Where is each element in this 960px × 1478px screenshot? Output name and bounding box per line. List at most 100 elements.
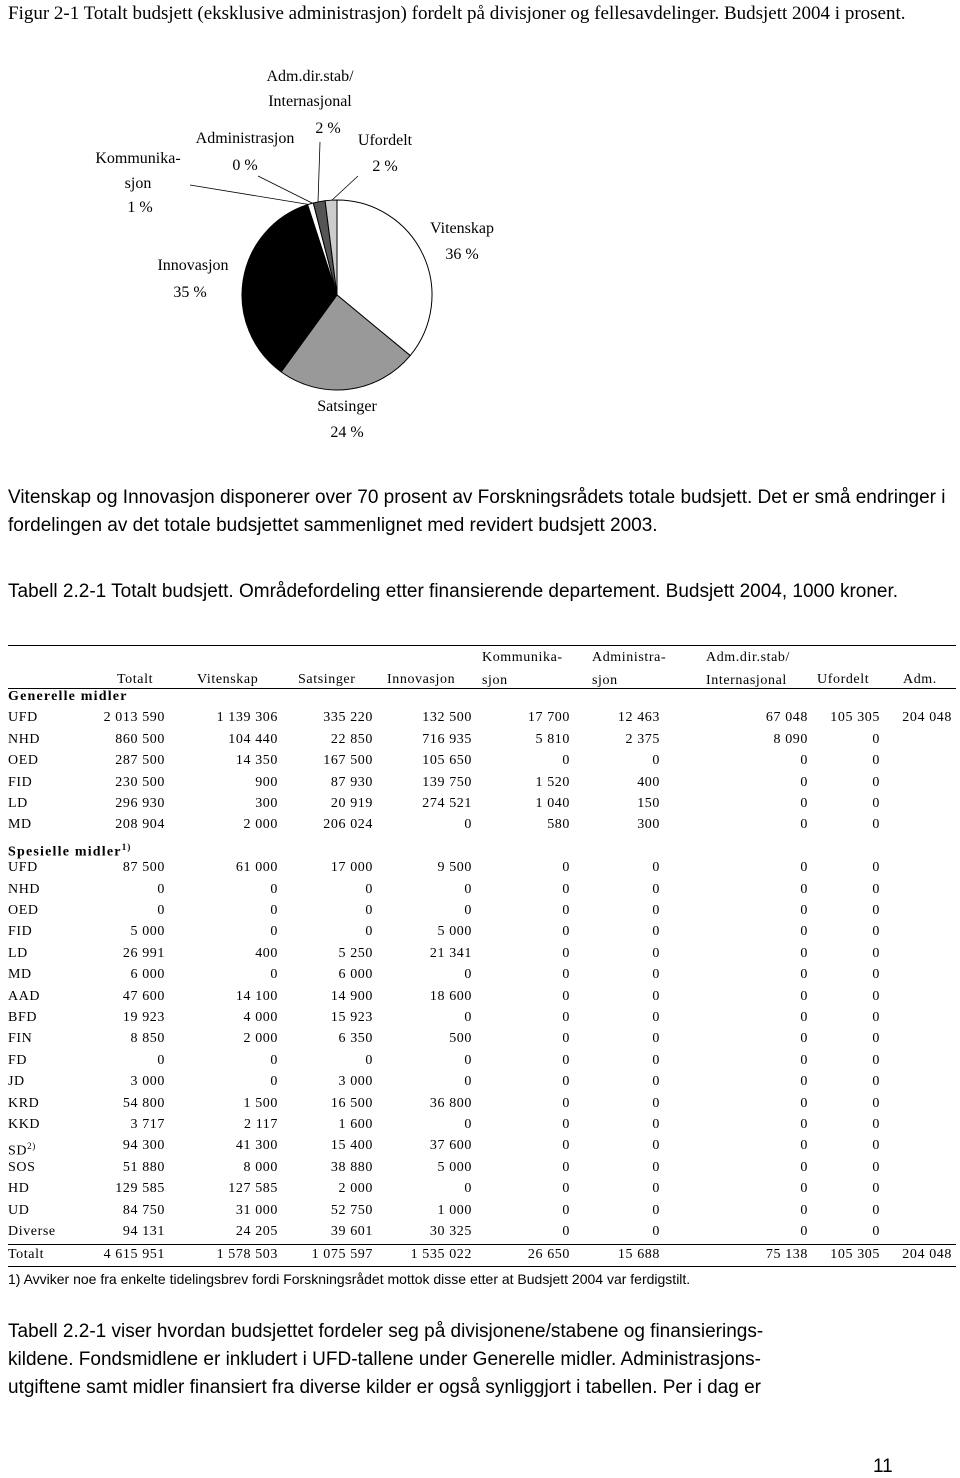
cell: 0 (872, 1010, 880, 1025)
cell: 0 (872, 881, 880, 897)
cell: 47 600 (122, 988, 165, 1004)
cell: 300 (255, 796, 278, 811)
cell: 0 (872, 1052, 880, 1068)
row-label: BFD (8, 1010, 38, 1025)
cell: 0 (270, 881, 278, 897)
row-label: Totalt (8, 1247, 45, 1262)
cell: 1 520 (535, 774, 570, 790)
cell: 1 139 306 (216, 710, 278, 726)
cell: 26 650 (527, 1247, 570, 1262)
cell: 127 585 (228, 1181, 278, 1197)
cell: 36 800 (429, 1095, 472, 1111)
cell: 0 (562, 1181, 570, 1197)
cell: 5 000 (437, 1159, 472, 1175)
note-mark: 2) (27, 1141, 36, 1152)
cell: 8 000 (243, 1159, 278, 1175)
cell: 0 (800, 1138, 808, 1154)
cell: 0 (652, 1117, 660, 1132)
cell: 3 717 (130, 1117, 165, 1132)
cell: 0 (270, 1052, 278, 1068)
cell: 0 (652, 1138, 660, 1154)
cell: 300 (637, 817, 660, 833)
cell: 132 500 (422, 710, 472, 726)
cell: 0 (872, 945, 880, 961)
cell: 15 400 (330, 1138, 373, 1154)
cell: 0 (800, 1095, 808, 1111)
cell: 0 (270, 1074, 278, 1090)
cell: 0 (562, 1010, 570, 1025)
cell: 15 923 (330, 1010, 373, 1025)
cell: 0 (652, 1095, 660, 1111)
cell: 208 904 (115, 817, 165, 833)
cell: 0 (270, 903, 278, 918)
cell: 0 (464, 1010, 472, 1025)
cell: 0 (800, 817, 808, 833)
cell: 0 (562, 1202, 570, 1218)
pie-label: Vitenskap (430, 220, 494, 237)
cell: 41 300 (235, 1138, 278, 1154)
cell: 6 000 (130, 967, 165, 983)
cell: 0 (270, 967, 278, 983)
cell: 0 (872, 1224, 880, 1239)
cell: 5 000 (130, 924, 165, 940)
cell: 105 305 (830, 710, 880, 726)
cell: 0 (562, 881, 570, 897)
cell: 87 930 (330, 774, 373, 790)
cell: 31 000 (235, 1202, 278, 1218)
cell: 0 (800, 1117, 808, 1132)
cell: 6 350 (338, 1031, 373, 1047)
cell: 15 688 (617, 1247, 660, 1262)
section-title: Generelle midler (8, 689, 128, 704)
cell: 0 (464, 1181, 472, 1197)
cell: 5 810 (535, 731, 570, 747)
cell: 1 500 (243, 1095, 278, 1111)
pie-value-label: 36 % (445, 246, 479, 263)
cell: 0 (562, 1074, 570, 1090)
cell: 0 (652, 1202, 660, 1218)
cell: 0 (872, 967, 880, 983)
cell: 5 250 (338, 945, 373, 961)
cell: 105 650 (422, 753, 472, 769)
cell: 37 600 (429, 1138, 472, 1154)
pie-slice (324, 199, 338, 296)
cell: 0 (652, 945, 660, 961)
cell: 8 090 (773, 731, 808, 747)
cell: 0 (872, 817, 880, 833)
pie-label: Kommunika- sjon (95, 150, 181, 192)
cell: 0 (562, 1052, 570, 1068)
cell: 2 000 (243, 1031, 278, 1047)
cell: 0 (652, 1159, 660, 1175)
cell: 19 923 (122, 1010, 165, 1025)
cell: 1 600 (338, 1117, 373, 1132)
cell: 0 (872, 1117, 880, 1132)
cell: 0 (464, 1117, 472, 1132)
cell: 16 500 (330, 1095, 373, 1111)
row-label: FID (8, 924, 33, 940)
cell: 0 (800, 1159, 808, 1175)
cell: 0 (652, 967, 660, 983)
cell: 0 (652, 753, 660, 769)
cell: 230 500 (115, 774, 165, 790)
column-header: Vitenskap (197, 672, 259, 687)
column-header: Innovasjon (387, 672, 456, 687)
cell: 287 500 (115, 753, 165, 769)
cell: 167 500 (323, 753, 373, 769)
cell: 0 (562, 860, 570, 876)
pie-label: Administrasjon (195, 130, 295, 147)
cell: 400 (255, 945, 278, 961)
cell: 0 (365, 881, 373, 897)
cell: 20 919 (330, 796, 373, 811)
cell: 0 (872, 731, 880, 747)
cell: 0 (872, 988, 880, 1004)
cell: 94 300 (122, 1138, 165, 1154)
cell: 0 (800, 1052, 808, 1068)
cell: 0 (464, 1052, 472, 1068)
row-label: OED (8, 753, 39, 769)
row-label: NHD (8, 881, 41, 897)
column-header: Adm.dir.stab/ Internasjonal (706, 650, 791, 688)
cell: 0 (157, 1052, 165, 1068)
column-header: Administra- sjon (592, 650, 667, 688)
cell: 0 (652, 1181, 660, 1197)
cell: 0 (872, 774, 880, 790)
cell: 54 800 (122, 1095, 165, 1111)
